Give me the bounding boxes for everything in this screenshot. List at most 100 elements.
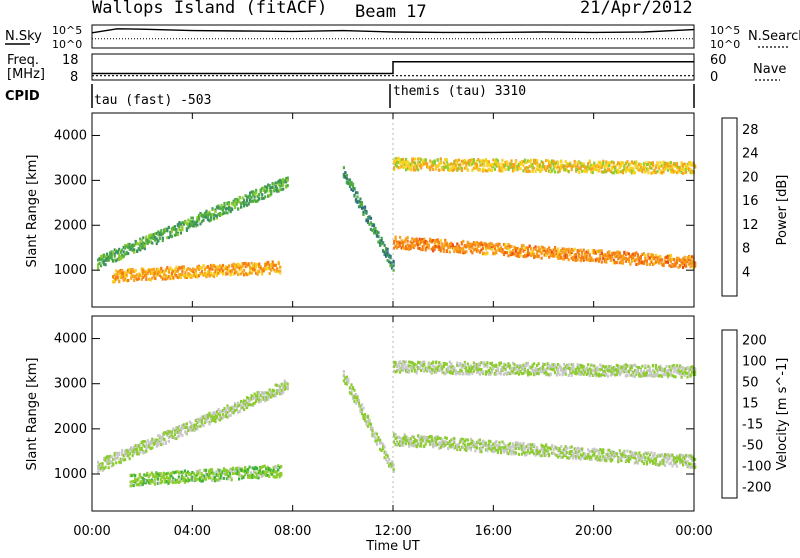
data-cell (453, 367, 455, 370)
data-cell (501, 159, 503, 162)
data-cell (518, 453, 520, 456)
data-cell (650, 451, 652, 454)
data-cell (620, 164, 622, 167)
data-cell (156, 242, 158, 245)
data-cell (144, 247, 146, 250)
data-cell (423, 364, 425, 367)
data-cell (586, 255, 588, 258)
data-cell (183, 266, 185, 269)
data-cell (640, 163, 642, 166)
colorbar-tick-label: 24 (742, 147, 759, 162)
data-cell (201, 267, 203, 270)
data-cell (210, 218, 212, 221)
data-cell (568, 258, 570, 261)
data-cell (571, 168, 573, 171)
data-cell (530, 248, 532, 251)
noise-right-tick-bottom: 10^0 (710, 38, 740, 51)
data-cell (491, 169, 493, 172)
data-cell (168, 226, 170, 229)
data-cell (273, 389, 275, 392)
data-cell (428, 243, 430, 246)
data-cell (254, 196, 256, 199)
data-cell (352, 386, 354, 389)
data-cell (251, 262, 253, 265)
noise-panel: N.Sky 10^5 10^0 10^5 10^0 N.Search (5, 24, 800, 51)
data-cell (500, 362, 502, 365)
data-cell (574, 160, 576, 163)
data-cell (628, 260, 630, 263)
data-cell (162, 442, 164, 445)
data-cell (151, 242, 153, 245)
data-cell (513, 169, 515, 172)
data-cell (181, 226, 183, 229)
data-cell (685, 171, 687, 174)
data-cell (506, 251, 508, 254)
data-cell (374, 437, 376, 440)
data-cell (495, 373, 497, 376)
data-cell (452, 243, 454, 246)
data-cell (504, 368, 506, 371)
data-cell (223, 202, 225, 205)
data-cell (670, 462, 672, 465)
data-cell (548, 454, 550, 457)
data-cell (685, 265, 687, 268)
data-cell (479, 169, 481, 172)
data-cell (168, 440, 170, 443)
data-cell (566, 447, 568, 450)
data-cell (474, 244, 476, 247)
data-cell (126, 273, 128, 276)
data-cell (659, 161, 661, 164)
data-cell (353, 389, 355, 392)
data-cell (673, 258, 675, 261)
data-cell (489, 440, 491, 443)
data-cell (199, 469, 201, 472)
data-cell (417, 434, 419, 437)
freq-label-line2: [MHz] (7, 67, 45, 82)
data-cell (180, 431, 182, 434)
data-cell (282, 391, 284, 394)
data-cell (440, 250, 442, 253)
data-cell (599, 258, 601, 261)
data-cell (500, 451, 502, 454)
data-cell (628, 460, 630, 463)
data-cell (635, 452, 637, 455)
data-cell (437, 159, 439, 162)
data-cell (390, 256, 392, 259)
data-cell (115, 461, 117, 464)
data-cell (134, 474, 136, 477)
data-cell (181, 228, 183, 231)
data-cell (205, 478, 207, 481)
noise-tick-bottom: 10^0 (52, 38, 82, 51)
data-cell (622, 171, 624, 174)
data-cell (550, 167, 552, 170)
data-cell (536, 446, 538, 449)
y-tick-label: 2000 (54, 218, 87, 233)
data-cell (522, 164, 524, 167)
data-cell (177, 233, 179, 236)
velocity-data-cells (97, 316, 696, 511)
data-cell (533, 167, 535, 170)
data-cell (212, 472, 214, 475)
data-cell (425, 159, 427, 162)
data-cell (385, 451, 387, 454)
data-cell (267, 261, 269, 264)
data-cell (541, 169, 543, 172)
data-cell (464, 159, 466, 162)
data-cell (356, 191, 358, 194)
data-cell (211, 207, 213, 210)
data-cell (632, 167, 634, 170)
data-cell (616, 261, 618, 264)
data-cell (459, 441, 461, 444)
data-cell (467, 363, 469, 366)
data-cell (435, 361, 437, 364)
data-cell (287, 383, 289, 386)
data-cell (608, 250, 610, 253)
data-cell (541, 454, 543, 457)
data-cell (446, 363, 448, 366)
data-cell (568, 170, 570, 173)
data-cell (416, 238, 418, 241)
data-cell (557, 163, 559, 166)
data-cell (494, 168, 496, 171)
